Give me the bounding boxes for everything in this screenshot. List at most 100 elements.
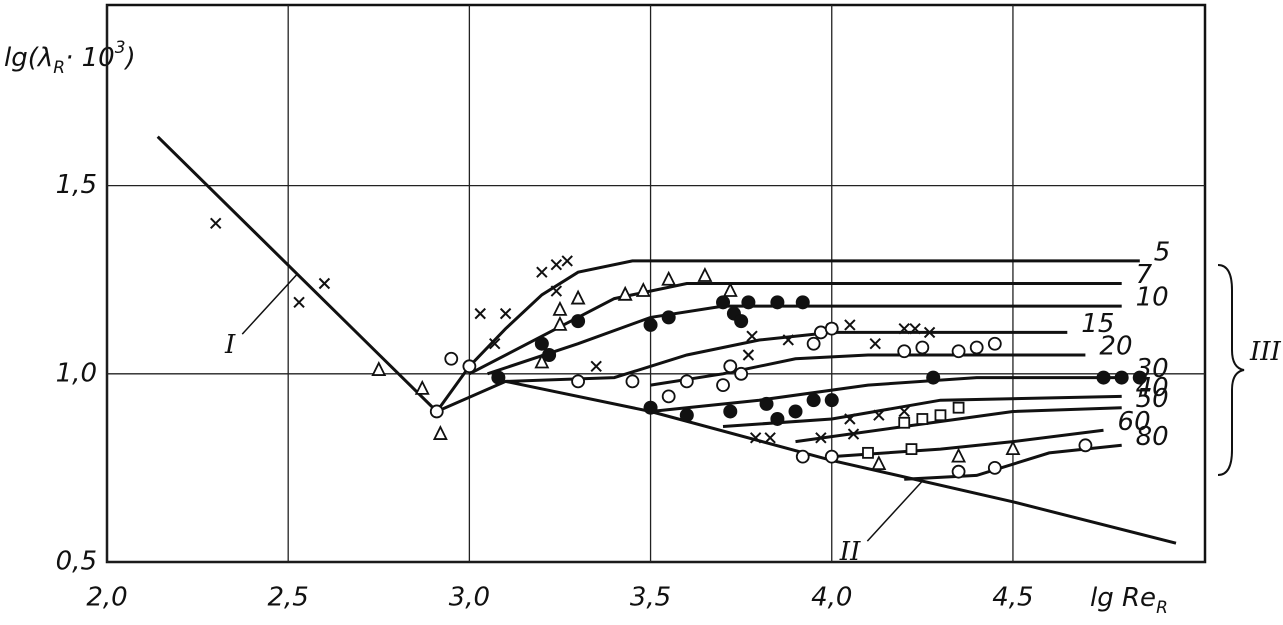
disc-marker (571, 314, 586, 329)
disc-marker (770, 411, 785, 426)
triangle-marker (570, 289, 586, 305)
disc-marker (534, 336, 549, 351)
disc-marker (1114, 370, 1129, 385)
curve-label: 7 (1136, 260, 1153, 290)
y-tick-label: 1,0 (56, 358, 97, 388)
disc-marker (1096, 370, 1111, 385)
square-marker (916, 413, 929, 425)
curve-label: 80 (1136, 422, 1169, 452)
x-tick-label: 4,0 (811, 583, 852, 613)
triangle-marker (414, 379, 430, 395)
cross-marker (489, 338, 501, 350)
triangle-marker (661, 270, 677, 286)
cross-marker (293, 296, 305, 309)
cross-marker (536, 266, 548, 278)
disc-marker (788, 404, 803, 419)
triangle-marker (871, 455, 887, 471)
circle-marker (571, 374, 585, 389)
circle-marker (716, 378, 730, 393)
cross-marker (550, 258, 563, 271)
x-tick-label: 4,5 (992, 583, 1033, 613)
cross-marker (815, 432, 827, 444)
triangle-marker (371, 361, 387, 376)
circle-marker (734, 366, 749, 381)
cross-marker (749, 432, 762, 444)
cross-marker (898, 405, 910, 418)
circle-marker (625, 374, 640, 389)
circle-marker (824, 449, 839, 464)
curve-label: 15 (1081, 309, 1114, 339)
curve-label: 60 (1118, 407, 1151, 437)
triangle-marker (722, 282, 738, 297)
curve (435, 259, 1140, 413)
x-axis-label: lg ReR (1090, 583, 1168, 619)
circle-marker (951, 464, 966, 479)
disc-marker (824, 393, 839, 408)
circle-marker (1078, 438, 1093, 453)
cross-marker (742, 349, 755, 361)
square-marker (934, 409, 947, 422)
cross-marker (746, 330, 758, 342)
triangle-marker (617, 285, 633, 301)
cross-marker (782, 334, 794, 346)
cross-marker (764, 432, 776, 444)
curve-label: 10 (1136, 283, 1169, 313)
circle-marker (951, 344, 966, 359)
reference-line (436, 379, 1177, 545)
disc-marker (741, 295, 756, 310)
curve (650, 376, 1122, 413)
x-tick-label: 2,5 (268, 583, 309, 613)
disc-marker (795, 295, 810, 310)
circle-marker (795, 449, 810, 464)
circle-marker (462, 359, 477, 374)
curve (468, 282, 1122, 376)
curve-label: 5 (1154, 237, 1171, 267)
cross-marker (844, 413, 856, 425)
cross-marker (869, 338, 881, 350)
disc-marker (679, 408, 694, 423)
triangle-marker (534, 353, 550, 369)
line-label: I (224, 330, 236, 360)
circle-marker (661, 389, 676, 404)
circle-marker (429, 404, 444, 419)
circle-marker (679, 374, 694, 389)
disc-marker (1132, 370, 1147, 385)
cross-marker (847, 428, 860, 440)
y-tick-label: 0,5 (56, 547, 97, 577)
group-brace (1217, 264, 1245, 476)
cross-marker (318, 277, 331, 290)
cross-marker (210, 217, 222, 229)
y-tick-label: 1,5 (56, 170, 97, 200)
triangle-marker (951, 447, 967, 463)
leader-line (866, 480, 923, 542)
circle-marker (806, 336, 821, 351)
disc-marker (723, 404, 738, 419)
x-tick-label: 3,5 (630, 583, 671, 613)
y-label-sup: 3 (115, 38, 126, 58)
x-tick-label: 2,0 (86, 583, 127, 613)
disc-marker (643, 400, 658, 415)
curve (505, 330, 1068, 383)
cross-marker (474, 307, 486, 320)
disc-marker (661, 310, 676, 325)
cross-marker (898, 322, 910, 335)
disc-marker (926, 370, 941, 385)
disc-marker (643, 317, 658, 332)
disc-marker (806, 393, 821, 408)
triangle-marker (697, 266, 713, 282)
triangle-marker (432, 425, 448, 440)
cross-marker (561, 255, 573, 267)
circle-marker (723, 359, 738, 374)
line-label: II (839, 537, 861, 567)
disc-marker (759, 396, 774, 411)
cross-marker (873, 409, 885, 421)
curve (650, 353, 1086, 387)
curve-label: 50 (1136, 384, 1169, 414)
y-label-main: lg(λ (4, 43, 53, 73)
triangle-marker (635, 282, 651, 297)
cross-marker (550, 285, 563, 297)
curve (831, 428, 1104, 459)
cross-marker (844, 319, 856, 331)
y-axis-label: lg(λR· 103) (4, 38, 136, 78)
